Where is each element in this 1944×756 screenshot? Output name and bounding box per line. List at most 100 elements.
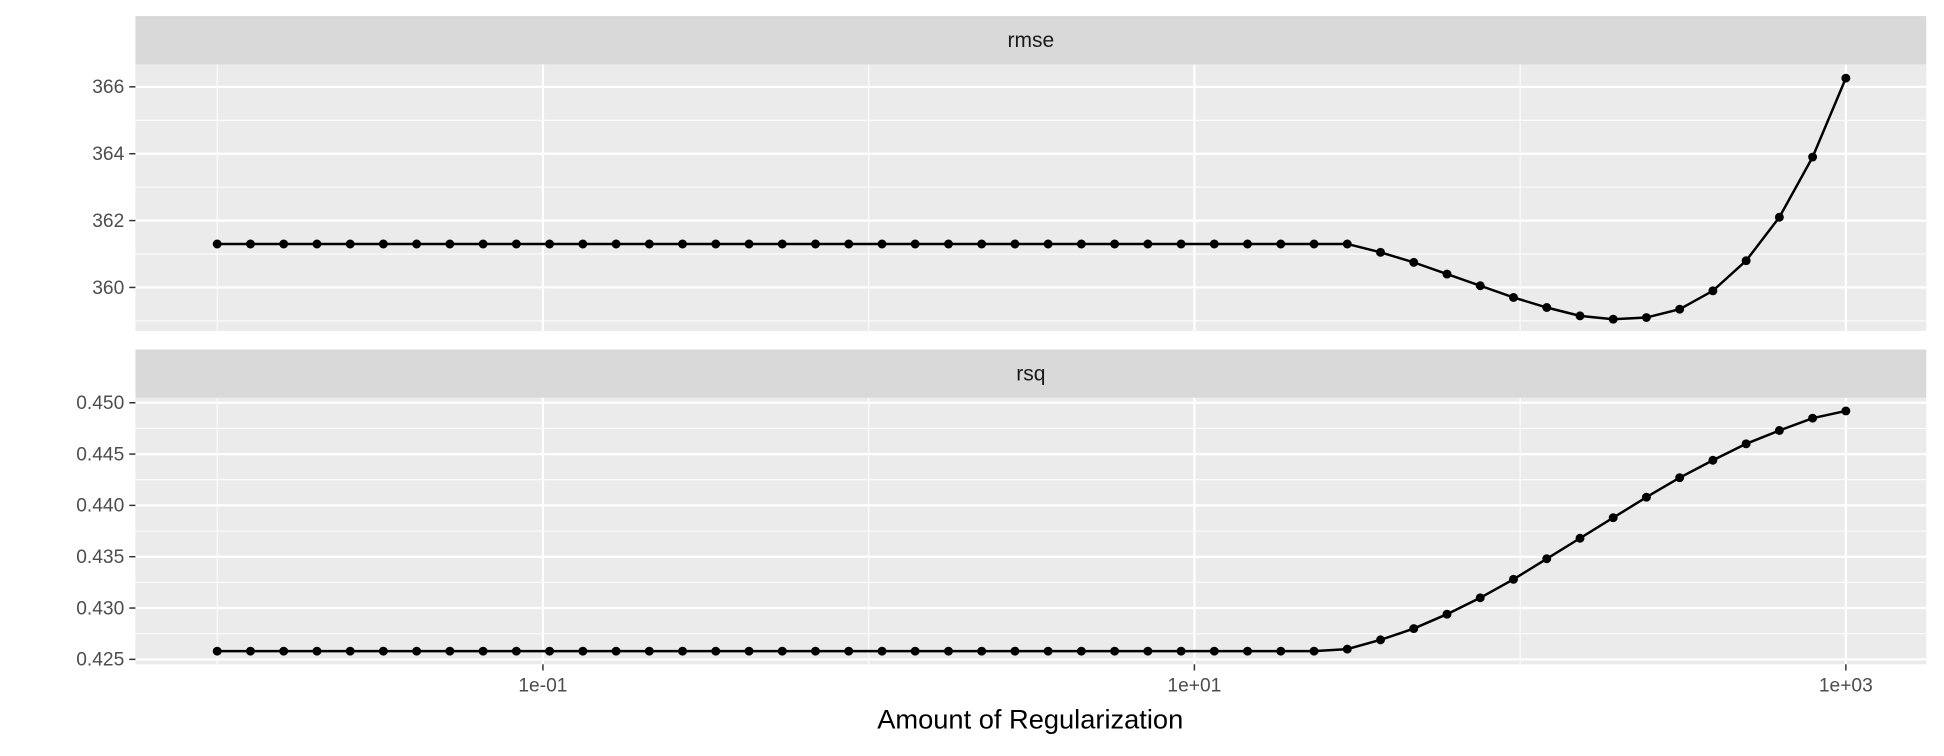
point — [777, 646, 787, 656]
point — [910, 239, 920, 249]
y-tick-label: 0.435 — [76, 547, 124, 568]
y-tick-label: 0.425 — [76, 650, 124, 671]
strip-label: rsq — [1016, 362, 1045, 385]
point — [1741, 256, 1751, 266]
point — [412, 646, 422, 656]
point — [511, 646, 521, 656]
point — [977, 646, 987, 656]
point — [877, 239, 887, 249]
point — [711, 239, 721, 249]
point — [877, 646, 887, 656]
point — [345, 646, 355, 656]
y-tick-label: 362 — [92, 211, 124, 232]
point — [1243, 239, 1252, 249]
point — [1575, 311, 1585, 321]
point — [1309, 646, 1319, 656]
point — [1542, 303, 1552, 312]
point — [611, 646, 621, 656]
strip-label: rmse — [1007, 29, 1054, 52]
point — [1641, 313, 1651, 322]
point — [844, 239, 854, 249]
x-tick-label: 1e-01 — [518, 676, 567, 697]
x-tick-label: 1e+03 — [1819, 676, 1873, 697]
point — [1475, 281, 1485, 291]
point — [1509, 293, 1518, 302]
y-tick-label: 0.430 — [76, 598, 124, 619]
point — [1110, 646, 1120, 656]
point — [1409, 624, 1419, 634]
point — [312, 646, 322, 656]
y-tick-label: 0.440 — [76, 496, 124, 517]
point — [478, 239, 488, 249]
point — [1409, 257, 1419, 267]
point — [1243, 646, 1252, 656]
point — [246, 239, 255, 249]
point — [1110, 239, 1120, 249]
point — [1808, 152, 1818, 162]
point — [279, 239, 289, 249]
point — [811, 239, 820, 249]
point — [944, 646, 953, 656]
point — [1841, 406, 1851, 416]
point — [744, 239, 754, 249]
point — [1675, 304, 1685, 314]
point — [1542, 554, 1552, 564]
point — [345, 239, 355, 249]
point — [578, 646, 588, 656]
point — [1475, 593, 1485, 603]
point — [279, 646, 289, 656]
point — [212, 239, 222, 249]
point — [212, 646, 222, 656]
x-tick-label: 1e+01 — [1167, 676, 1221, 697]
point — [644, 239, 654, 249]
point — [445, 646, 455, 656]
line — [217, 77, 1847, 321]
point — [1342, 239, 1352, 249]
point — [1010, 239, 1020, 249]
y-tick-label: 364 — [92, 144, 124, 165]
point — [1774, 212, 1784, 222]
point — [910, 646, 920, 656]
panel-background — [135, 64, 1927, 331]
point — [1043, 646, 1053, 656]
point — [1010, 646, 1020, 656]
point — [511, 239, 521, 249]
point — [545, 646, 555, 656]
point — [1209, 646, 1219, 656]
point — [246, 646, 255, 656]
point — [578, 239, 588, 249]
point — [312, 239, 322, 249]
point — [545, 239, 555, 249]
point — [844, 646, 854, 656]
strip — [135, 16, 1927, 65]
point — [1342, 644, 1352, 654]
point — [1276, 646, 1286, 656]
point — [1808, 413, 1818, 423]
point — [1143, 646, 1153, 656]
point — [744, 646, 754, 656]
point — [1509, 574, 1518, 584]
point — [445, 239, 455, 249]
point — [1176, 239, 1186, 249]
point — [1608, 314, 1618, 324]
point — [1076, 239, 1086, 249]
point — [1442, 609, 1452, 619]
point — [1309, 239, 1319, 249]
point — [1376, 635, 1385, 645]
point — [1076, 646, 1086, 656]
point — [678, 646, 688, 656]
point — [1774, 426, 1784, 435]
x-axis-title: Amount of Regularization — [877, 704, 1183, 735]
y-tick-label: 366 — [92, 77, 124, 98]
point — [644, 646, 654, 656]
point — [1143, 239, 1153, 249]
point — [678, 239, 688, 249]
point — [1209, 239, 1219, 249]
point — [777, 239, 787, 249]
point — [1708, 286, 1718, 296]
point — [977, 239, 987, 249]
point — [1608, 513, 1618, 523]
point — [711, 646, 721, 656]
point — [1641, 492, 1651, 502]
